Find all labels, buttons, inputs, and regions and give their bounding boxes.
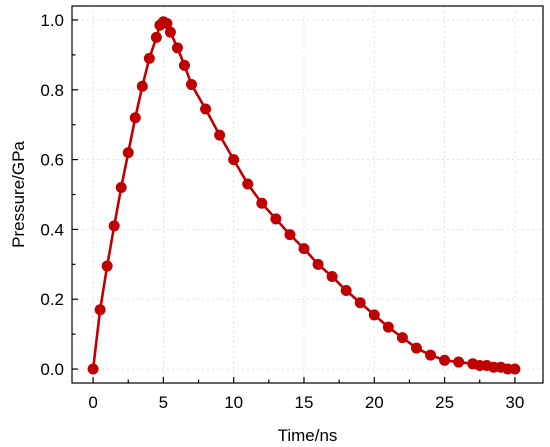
x-tick-label: 0 bbox=[88, 393, 97, 412]
data-point bbox=[108, 220, 120, 232]
data-point bbox=[312, 258, 324, 270]
data-point bbox=[161, 17, 173, 29]
data-point bbox=[200, 103, 212, 115]
data-point bbox=[122, 147, 134, 159]
data-point bbox=[382, 321, 394, 333]
x-tick-label: 15 bbox=[295, 393, 314, 412]
data-point bbox=[368, 309, 380, 321]
data-point bbox=[101, 260, 113, 272]
data-point bbox=[136, 80, 148, 92]
data-point bbox=[129, 112, 141, 124]
data-point bbox=[143, 52, 155, 64]
x-tick-label: 5 bbox=[159, 393, 168, 412]
data-point bbox=[256, 197, 268, 209]
data-point bbox=[228, 154, 240, 166]
data-point bbox=[326, 271, 338, 283]
data-point bbox=[242, 178, 254, 190]
y-tick-label: 0.8 bbox=[40, 81, 64, 100]
plot-series bbox=[87, 16, 521, 375]
x-axis-title: Time/ns bbox=[278, 426, 338, 445]
data-point bbox=[439, 354, 451, 366]
axes: 0 5 10 15 20 25 30 0.0 0.2 0.4 0.6 0.8 1.0 bbox=[40, 5, 544, 412]
data-point bbox=[396, 332, 408, 344]
y-axis-title: Pressure/GPa bbox=[9, 141, 28, 248]
data-point bbox=[94, 304, 106, 316]
data-point bbox=[171, 42, 183, 54]
data-point bbox=[509, 363, 521, 375]
data-point bbox=[453, 356, 465, 368]
data-point bbox=[164, 26, 176, 38]
data-point bbox=[354, 297, 366, 309]
data-point bbox=[115, 182, 127, 194]
y-tick-label: 1.0 bbox=[40, 11, 64, 30]
x-tick-label: 10 bbox=[224, 393, 243, 412]
data-point bbox=[178, 59, 190, 71]
y-tick-label: 0.6 bbox=[40, 151, 64, 170]
data-point bbox=[284, 229, 296, 241]
grid bbox=[72, 6, 543, 383]
data-point bbox=[425, 349, 437, 361]
y-tick-label: 0.0 bbox=[40, 360, 64, 379]
y-tick-label: 0.4 bbox=[40, 220, 64, 239]
plot-frame bbox=[71, 5, 544, 384]
x-tick-label: 20 bbox=[365, 393, 384, 412]
data-point bbox=[186, 79, 198, 91]
data-point bbox=[340, 284, 352, 296]
x-tick-label: 30 bbox=[505, 393, 524, 412]
y-tick-label: 0.2 bbox=[40, 290, 64, 309]
data-point bbox=[214, 129, 226, 141]
data-point bbox=[150, 31, 162, 43]
data-point bbox=[87, 363, 99, 375]
data-point bbox=[298, 243, 310, 255]
data-point bbox=[410, 342, 422, 354]
x-tick-label: 25 bbox=[435, 393, 454, 412]
data-point bbox=[270, 213, 282, 225]
